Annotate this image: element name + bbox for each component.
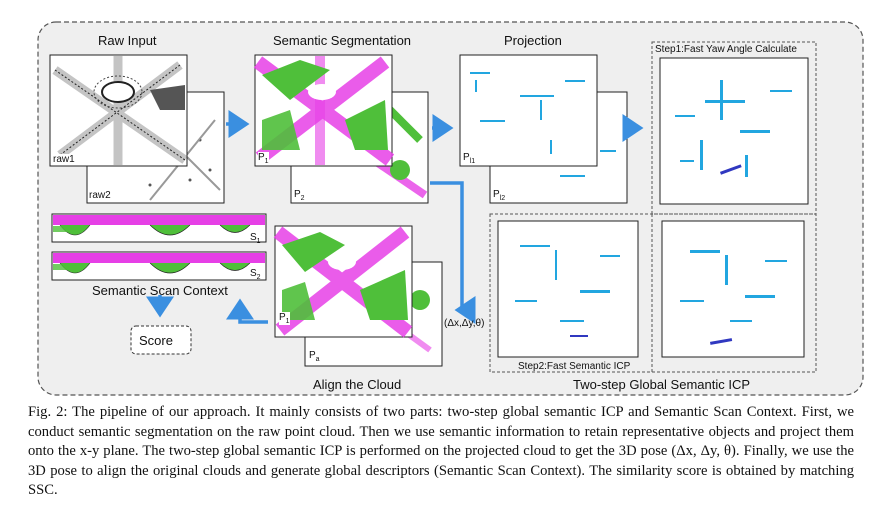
raw-input-label: Raw Input (98, 33, 157, 48)
p1-aligned-image (273, 225, 413, 338)
pose-label: (Δx,Δy,θ) (444, 318, 485, 329)
p1-image (253, 54, 395, 167)
s1-strip (51, 213, 267, 243)
pa-tag: Pa (309, 350, 320, 363)
raw1-image (49, 54, 188, 167)
pl1-tag: Pl1 (463, 152, 476, 165)
raw2-tag: raw2 (89, 190, 111, 201)
score-label: Score (139, 333, 173, 348)
step1-image (659, 57, 809, 205)
semantic-segmentation-label: Semantic Segmentation (273, 33, 412, 48)
p1-tag: P1 (258, 152, 269, 165)
s2-tag: S2 (250, 268, 261, 281)
two-step-label: Two-step Global Semantic ICP (573, 377, 751, 392)
p2-tag: P2 (294, 189, 305, 202)
p1-aligned-tag: P1 (279, 312, 290, 325)
score-box (130, 325, 192, 355)
step1-box (651, 41, 817, 215)
step2-box (489, 213, 817, 373)
step2-label: Step2:Fast Semantic ICP (518, 361, 631, 372)
flow-arrows (146, 110, 644, 324)
projection-label: Projection (504, 33, 562, 48)
align-label: Align the Cloud (313, 377, 402, 392)
step1-label: Step1:Fast Yaw Angle Calculate (655, 44, 797, 55)
figure-caption: Fig. 2: The pipeline of our approach. It… (28, 403, 854, 501)
pl1-image (459, 54, 598, 167)
raw1-tag: raw1 (53, 154, 75, 165)
s2-strip (51, 251, 267, 281)
s1-tag: S1 (250, 232, 261, 245)
caption-prefix: Fig. 2: (28, 404, 68, 420)
step2-right-image (661, 220, 805, 358)
step2-left-image (497, 220, 639, 358)
caption-text: The pipeline of our approach. It mainly … (28, 404, 854, 498)
pipeline-figure (37, 21, 864, 396)
ssc-label: Semantic Scan Context (92, 283, 228, 298)
pl2-tag: Pl2 (493, 189, 506, 202)
